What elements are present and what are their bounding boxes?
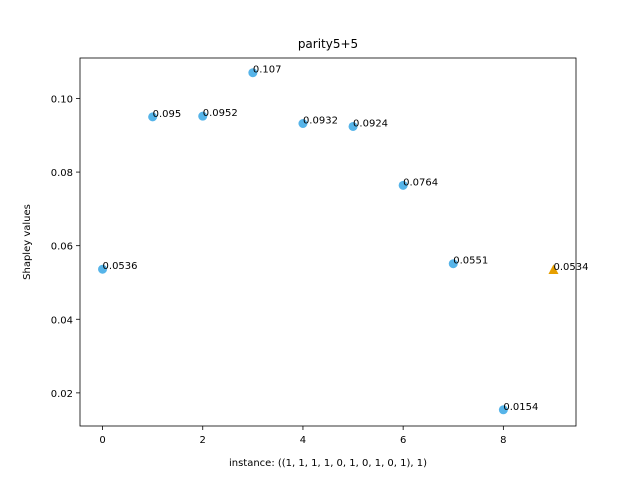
data-point-label: 0.0932 [303,116,338,127]
x-axis-label: instance: ((1, 1, 1, 1, 0, 1, 0, 1, 0, 1… [229,458,427,469]
y-tick-label: 0.04 [51,315,73,326]
x-tick-label: 8 [500,435,506,446]
data-point-label: 0.0924 [353,118,388,129]
chart-title: parity5+5 [298,37,358,51]
y-axis: 0.02 0.04 0.06 0.08 0.10 [51,94,80,400]
data-point-label: 0.0536 [103,261,138,272]
x-tick-label: 6 [400,435,406,446]
y-tick-label: 0.10 [51,94,73,105]
data-point [348,121,358,131]
y-tick-label: 0.08 [51,168,73,179]
data-point-label: 0.0154 [503,402,538,413]
data-points [98,68,559,415]
data-point-label: 0.095 [153,109,182,120]
data-point-label: 0.0551 [453,256,488,267]
data-point [148,112,158,122]
x-tick-label: 2 [200,435,206,446]
plot-area-frame [79,57,577,427]
data-point [248,68,258,78]
data-point [498,405,508,415]
data-point [398,180,408,190]
data-point-label: 0.0764 [403,177,438,188]
data-point-label: 0.0952 [203,108,238,119]
data-point [298,119,308,129]
data-point [198,111,208,121]
y-tick-label: 0.06 [51,242,73,253]
x-tick-label: 0 [99,435,105,446]
x-tick-label: 4 [300,435,306,446]
x-axis: 0 2 4 6 8 [99,426,507,446]
data-point-triangle [548,264,559,274]
y-tick-label: 0.02 [51,389,73,400]
data-point [448,259,458,269]
data-point-label: 0.0534 [553,262,588,273]
data-point [98,264,108,274]
y-axis-label: Shapley values [22,204,33,280]
data-point-label: 0.107 [253,65,282,76]
data-labels: 0.0536 0.095 0.0952 0.107 0.0932 0.0924 0.0764… [103,65,589,413]
